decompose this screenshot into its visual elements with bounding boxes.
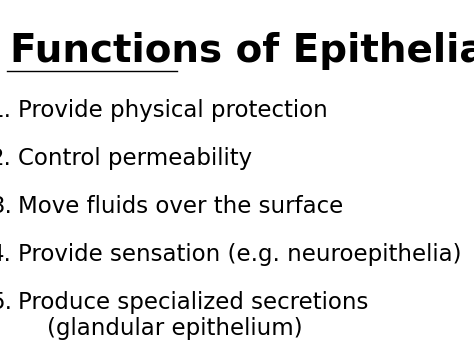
Text: Produce specialized secretions
    (glandular epithelium): Produce specialized secretions (glandula… [18, 291, 368, 340]
Text: 1.: 1. [0, 99, 12, 122]
Text: Control permeability: Control permeability [18, 147, 252, 170]
Text: 5.: 5. [0, 291, 12, 314]
Text: 2.: 2. [0, 147, 12, 170]
Text: Provide sensation (e.g. neuroepithelia): Provide sensation (e.g. neuroepithelia) [18, 243, 462, 266]
Text: 3.: 3. [0, 195, 12, 218]
Text: Provide physical protection: Provide physical protection [18, 99, 328, 122]
Text: Move fluids over the surface: Move fluids over the surface [18, 195, 343, 218]
Text: 4.: 4. [0, 243, 12, 266]
Text: Functions of Epithelial Tissue: Functions of Epithelial Tissue [10, 32, 474, 70]
